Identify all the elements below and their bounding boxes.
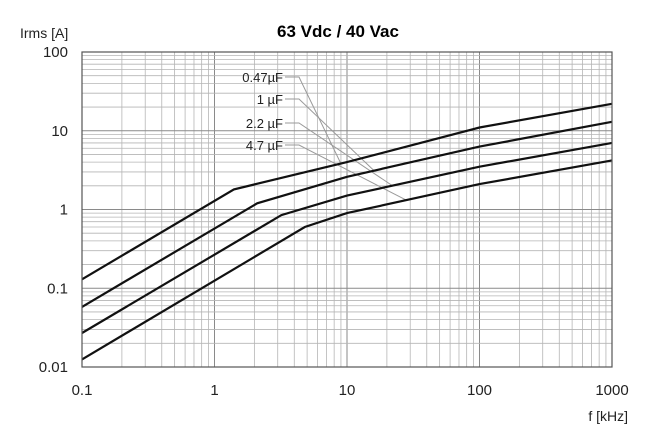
series-line bbox=[81, 102, 613, 281]
series-label: 0.47µF bbox=[242, 70, 283, 85]
y-tick-labels: 100 10 1 0.1 0.01 bbox=[39, 44, 68, 376]
series-line bbox=[81, 120, 613, 308]
legend-leader bbox=[285, 98, 375, 171]
series-line bbox=[81, 141, 613, 334]
y-tick-label: 100 bbox=[43, 44, 68, 61]
series-label: 4.7 µF bbox=[246, 138, 283, 153]
chart-title: 63 Vdc / 40 Vac bbox=[277, 22, 399, 41]
x-tick-label: 0.1 bbox=[72, 382, 93, 399]
x-axis-label: f [kHz] bbox=[588, 408, 628, 424]
series-label: 2.2 µF bbox=[246, 116, 283, 131]
legend-leader-lines bbox=[285, 76, 407, 201]
y-tick-label: 0.1 bbox=[47, 280, 68, 297]
y-axis-label: Irms [A] bbox=[20, 25, 68, 41]
legend-leader bbox=[285, 76, 342, 164]
x-tick-labels: 0.1 1 10 100 1000 bbox=[72, 382, 629, 399]
series-line bbox=[81, 159, 613, 361]
x-tick-label: 1000 bbox=[595, 382, 628, 399]
x-tick-label: 10 bbox=[339, 382, 356, 399]
plot-frame bbox=[81, 51, 613, 368]
series-legend: 0.47µF 1 µF 2.2 µF 4.7 µF bbox=[242, 70, 283, 153]
grid-lines bbox=[81, 52, 612, 368]
x-tick-label: 1 bbox=[210, 382, 218, 399]
x-tick-label: 100 bbox=[467, 382, 492, 399]
series-label: 1 µF bbox=[257, 92, 283, 107]
legend-leader bbox=[285, 144, 407, 201]
legend-leader bbox=[285, 122, 393, 187]
y-tick-label: 0.01 bbox=[39, 359, 68, 376]
series-lines bbox=[81, 102, 613, 361]
y-tick-label: 10 bbox=[51, 123, 68, 140]
y-tick-label: 1 bbox=[60, 202, 68, 219]
